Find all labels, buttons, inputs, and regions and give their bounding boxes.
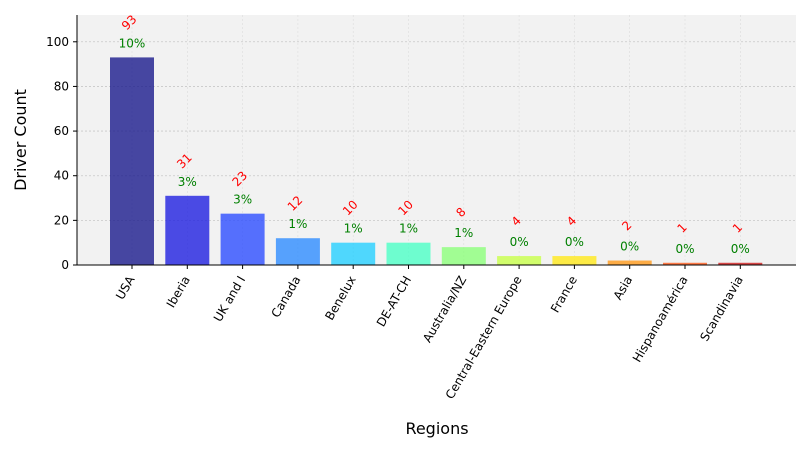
x-tick-label: Scandinavia xyxy=(697,274,746,344)
y-tick-label: 20 xyxy=(54,213,69,227)
x-tick-label: Iberia xyxy=(164,274,193,311)
percent-label: 0% xyxy=(731,242,750,256)
x-tick-label: France xyxy=(548,274,580,316)
x-tick-label: Hispanoamérica xyxy=(630,274,691,365)
bar-7 xyxy=(497,256,542,265)
bar-1 xyxy=(165,195,210,265)
x-tick-label: Australia/NZ xyxy=(420,274,469,345)
y-ticks: 0 20 40 60 80 100 xyxy=(46,35,77,272)
bar-5 xyxy=(386,242,431,265)
bar-0 xyxy=(110,57,154,266)
percent-label: 1% xyxy=(288,217,307,231)
percent-label: 3% xyxy=(178,175,197,189)
y-tick-label: 100 xyxy=(46,35,69,49)
percent-label: 0% xyxy=(620,240,639,254)
y-axis-title: Driver Count xyxy=(11,89,30,191)
x-tick-label: Canada xyxy=(269,274,304,321)
percent-label: 1% xyxy=(344,222,363,236)
y-tick-label: 60 xyxy=(54,124,69,138)
percent-label: 10% xyxy=(119,36,146,50)
bar-6 xyxy=(441,247,486,265)
y-tick-label: 0 xyxy=(61,258,69,272)
bar-11 xyxy=(718,262,763,265)
bar-2 xyxy=(220,213,265,265)
bars xyxy=(110,57,763,266)
percent-label: 1% xyxy=(454,226,473,240)
bar-10 xyxy=(663,262,707,265)
percent-label: 3% xyxy=(233,193,252,207)
percent-label: 0% xyxy=(565,235,584,249)
bar-9 xyxy=(607,260,652,265)
percent-label: 1% xyxy=(399,222,418,236)
percent-label: 0% xyxy=(675,242,694,256)
x-tick-label: USA xyxy=(113,273,138,302)
x-tick-label: DE-AT-CH xyxy=(374,274,414,330)
x-ticks: USA Iberia UK and I Canada Benelux DE-AT-CH Au… xyxy=(113,265,746,401)
bar-8 xyxy=(552,256,597,265)
x-tick-label: Asia xyxy=(611,274,636,303)
y-tick-label: 40 xyxy=(54,169,69,183)
grid-lines xyxy=(77,15,796,265)
x-tick-label: UK and I xyxy=(211,274,248,325)
bar-3 xyxy=(275,238,320,265)
bar-4 xyxy=(331,242,376,265)
axes xyxy=(76,15,796,266)
percent-label: 0% xyxy=(510,235,529,249)
y-tick-label: 80 xyxy=(54,79,69,93)
x-axis-title: Regions xyxy=(405,419,468,438)
x-tick-label: Benelux xyxy=(322,274,358,323)
